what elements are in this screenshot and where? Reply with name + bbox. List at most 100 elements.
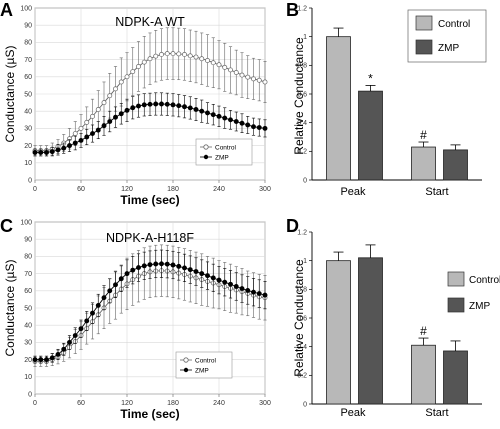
y-tick-labels-c: 0 10 20 30 40 50 60 70 80 90 100 — [20, 219, 32, 398]
legend-marker-zmp-c — [183, 367, 189, 373]
data-point — [182, 104, 187, 110]
bar-zmp-start — [443, 350, 468, 405]
data-point — [262, 292, 268, 298]
data-point — [256, 125, 262, 130]
significance-marker: # — [420, 324, 427, 338]
data-point — [124, 107, 130, 113]
data-point — [210, 112, 216, 118]
data-point — [262, 79, 268, 85]
series-zmp — [32, 249, 268, 364]
y-tick-label: 90 — [24, 237, 32, 244]
data-point — [67, 143, 72, 149]
y-tick-label: 0.8 — [297, 287, 307, 294]
y-tick-label: 10 — [24, 160, 32, 167]
x-tick-label: 180 — [167, 400, 179, 407]
data-point — [176, 51, 182, 57]
data-point — [233, 70, 239, 75]
data-point — [228, 67, 233, 73]
y-tick-label: 20 — [24, 143, 32, 150]
data-point — [49, 355, 55, 361]
y-tick-label: 30 — [24, 126, 32, 133]
data-point — [159, 261, 164, 267]
panel-c: C 0 10 20 30 40 50 60 70 80 90 100 0 60 120 180 240 300… — [0, 216, 271, 421]
y-axis-label-a: Conductance (µS) — [3, 46, 17, 143]
legend-label-zmp-d: ZMP — [469, 301, 490, 312]
data-point — [44, 150, 49, 155]
bars-group-d: # — [326, 244, 468, 405]
data-point — [55, 147, 61, 153]
y-tick-label: 0.2 — [297, 373, 307, 380]
data-point — [164, 261, 170, 267]
x-tick-label: 120 — [121, 186, 133, 193]
data-point — [130, 69, 136, 75]
x-tick-labels-a: 0 60 120 180 240 300 — [33, 180, 271, 193]
y-tick-labels-b: 0 0.2 0.4 0.6 0.8 1 1.2 — [297, 5, 307, 184]
legend-a: Control ZMP — [195, 138, 253, 166]
y-tick-label: 90 — [24, 23, 32, 30]
data-point — [130, 105, 136, 111]
data-point — [216, 113, 222, 119]
category-label-start-d: Start — [425, 407, 448, 419]
data-point — [136, 64, 141, 69]
y-tick-labels-d: 0 0.2 0.4 0.6 0.8 1 1.2 — [297, 229, 307, 408]
bar-control-peak — [326, 260, 351, 405]
data-point — [199, 56, 205, 62]
data-point — [233, 119, 239, 124]
data-point — [199, 108, 205, 114]
data-point — [107, 288, 113, 294]
data-point — [101, 100, 107, 106]
y-tick-label: 0.6 — [297, 315, 307, 322]
bar-zmp-start — [443, 149, 468, 181]
legend-label-zmp-c: ZMP — [195, 368, 209, 375]
data-point — [136, 265, 141, 271]
y-tick-label: 40 — [24, 323, 32, 330]
data-point — [216, 277, 222, 283]
data-point — [90, 310, 95, 316]
data-point — [141, 102, 147, 108]
y-tick-label: 1 — [303, 34, 307, 41]
y-axis-label-b: Relative Conductance — [292, 37, 306, 155]
data-point — [90, 113, 95, 119]
data-point — [101, 123, 107, 129]
data-point — [222, 279, 228, 285]
data-point — [118, 111, 124, 117]
data-point — [147, 262, 153, 268]
x-tick-label: 120 — [121, 400, 133, 407]
legend-swatch-control-d — [447, 271, 465, 287]
y-tick-label: 60 — [24, 288, 32, 295]
y-tick-label: 50 — [24, 91, 32, 98]
data-point — [239, 120, 245, 126]
y-tick-label: 10 — [24, 374, 32, 381]
data-point — [210, 275, 216, 281]
data-point — [245, 122, 251, 128]
x-tick-labels-c: 0 60 120 180 240 300 — [33, 394, 271, 407]
data-point — [84, 119, 90, 125]
y-tick-label: 0.4 — [297, 344, 307, 351]
data-point — [32, 357, 38, 363]
data-point — [101, 295, 107, 301]
data-point — [153, 261, 159, 267]
data-point — [205, 110, 210, 116]
x-axis-label-c: Time (sec) — [120, 407, 179, 421]
data-point — [38, 150, 44, 155]
y-tick-label: 80 — [24, 254, 32, 261]
data-point — [222, 64, 228, 70]
data-point — [141, 263, 147, 269]
y-tick-label: 0 — [28, 177, 32, 184]
data-point — [170, 51, 176, 57]
data-point — [256, 291, 262, 297]
series-zmp — [32, 92, 268, 157]
data-point — [95, 107, 101, 112]
data-point — [182, 51, 187, 57]
x-tick-label: 60 — [77, 400, 85, 407]
bar-control-peak — [326, 36, 351, 181]
panel-d: D 0 0.2 0.4 0.6 0.8 1 1.2 # Relative Conductan… — [286, 216, 500, 419]
data-point — [113, 114, 118, 120]
legend-label-zmp-b: ZMP — [438, 43, 459, 54]
data-point — [239, 72, 245, 78]
data-point — [32, 150, 38, 155]
data-point — [153, 101, 159, 107]
y-tick-label: 0 — [303, 177, 307, 184]
legend-box-c — [175, 351, 233, 379]
y-tick-label: 0.6 — [297, 91, 307, 98]
